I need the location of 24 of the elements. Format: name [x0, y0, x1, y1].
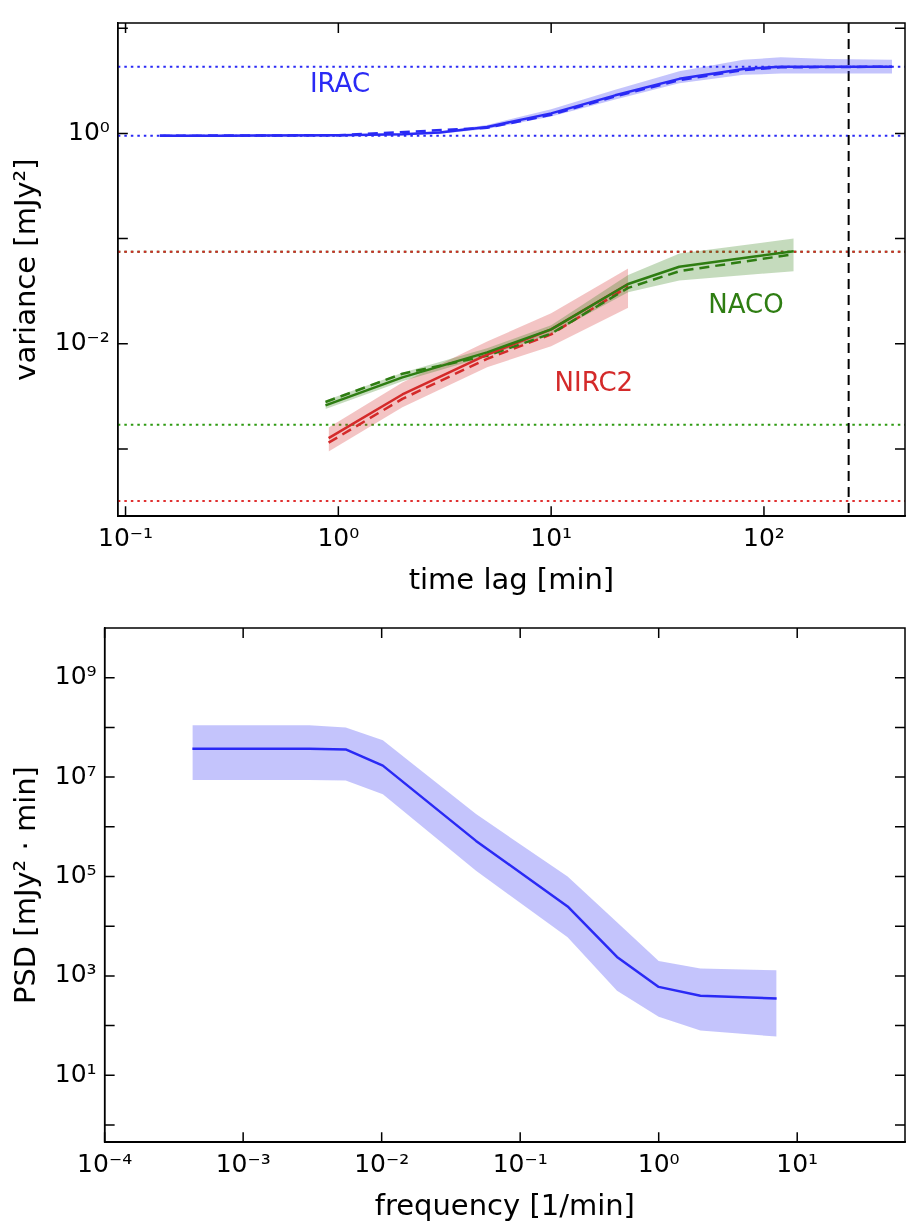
- x-tick-label: 10⁻⁴: [77, 1148, 133, 1178]
- series-label: NACO: [708, 288, 784, 319]
- x-axis-title: frequency [1/min]: [374, 1188, 635, 1223]
- y-axis-title: PSD [mJy² · min]: [7, 766, 42, 1005]
- x-tick-label: 10¹: [530, 522, 573, 552]
- x-tick-label: 10⁻¹: [98, 522, 154, 552]
- y-tick-label: 10⁹: [54, 661, 97, 691]
- series-label: IRAC: [309, 68, 371, 99]
- y-axis-title: variance [mJy²]: [7, 158, 42, 381]
- x-tick-label: 10⁻³: [215, 1148, 271, 1178]
- x-tick-label: 10⁰: [317, 522, 360, 552]
- x-tick-label: 10²: [743, 522, 785, 552]
- y-tick-label: 10⁷: [54, 760, 97, 790]
- series-label: NIRC2: [554, 366, 634, 397]
- x-tick-label: 10⁻¹: [492, 1148, 548, 1178]
- x-tick-label: 10⁻²: [354, 1148, 410, 1178]
- x-tick-label: 10¹: [776, 1148, 819, 1178]
- x-axis-title: time lag [min]: [408, 562, 615, 597]
- x-tick-label: 10⁰: [637, 1148, 680, 1178]
- y-tick-label: 10⁻²: [54, 327, 110, 357]
- y-tick-label: 10⁰: [67, 116, 110, 146]
- y-tick-label: 10⁵: [54, 859, 97, 889]
- y-tick-label: 10¹: [54, 1058, 97, 1088]
- y-tick-label: 10³: [54, 959, 97, 989]
